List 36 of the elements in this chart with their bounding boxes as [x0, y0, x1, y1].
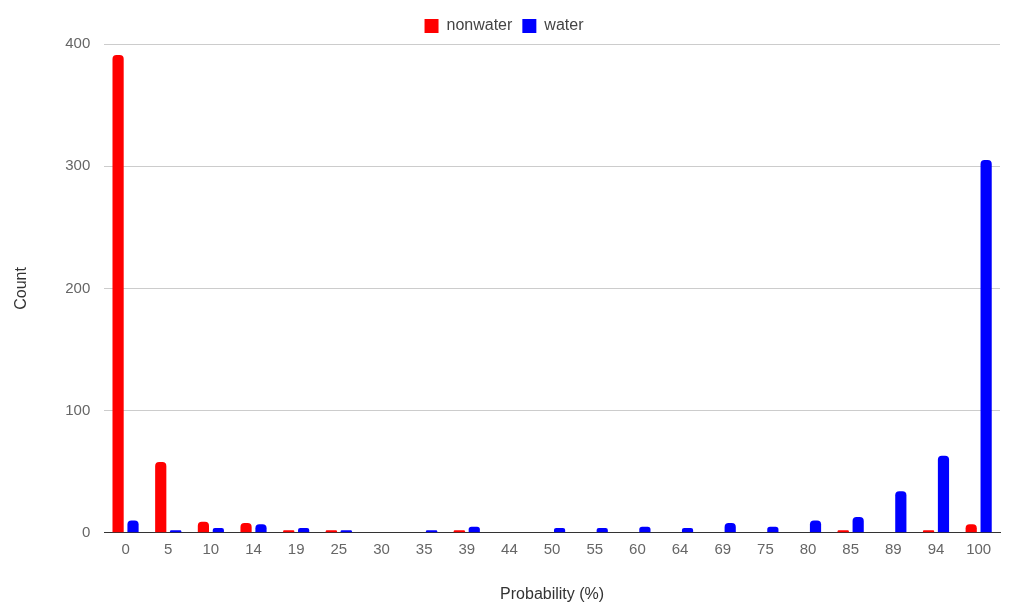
x-tick-label: 19	[287, 539, 305, 557]
x-tick-label: 80	[799, 539, 817, 557]
bar	[155, 461, 167, 533]
bar	[112, 55, 124, 533]
x-tick-label: 55	[586, 539, 604, 557]
x-tick-label: 5	[164, 539, 173, 557]
x-tick-label: 14	[245, 539, 262, 557]
bar	[852, 516, 864, 533]
y-tick-label: 200	[65, 278, 91, 296]
x-tick-label: 94	[927, 539, 945, 557]
x-tick-label: 0	[121, 539, 130, 557]
x-tick-label: 75	[757, 539, 774, 557]
x-tick-label: 25	[330, 539, 348, 557]
x-tick-label: 64	[671, 539, 689, 557]
bar	[937, 455, 950, 533]
x-tick-label: 85	[842, 539, 860, 557]
x-tick-label: 30	[373, 539, 390, 557]
x-tick-label: 60	[629, 539, 646, 557]
legend-label: nonwater	[446, 16, 514, 34]
y-axis-title: Count	[12, 266, 30, 310]
x-tick-label: 39	[458, 539, 476, 557]
bar	[895, 491, 907, 533]
x-tick-label: 89	[885, 539, 902, 557]
y-tick-label: 400	[65, 34, 91, 52]
x-tick-label: 100	[966, 539, 992, 557]
y-tick-label: 300	[65, 156, 91, 174]
x-tick-label: 35	[415, 539, 433, 557]
x-tick-label: 10	[202, 539, 220, 557]
x-tick-label: 44	[501, 539, 518, 557]
y-tick-label: 100	[65, 400, 91, 418]
legend-label: water	[543, 16, 585, 34]
bar	[980, 160, 992, 533]
x-tick-label: 69	[714, 539, 732, 557]
x-axis-title: Probability (%)	[500, 584, 605, 602]
x-tick-label: 50	[543, 539, 561, 557]
y-tick-label: 0	[81, 522, 91, 540]
